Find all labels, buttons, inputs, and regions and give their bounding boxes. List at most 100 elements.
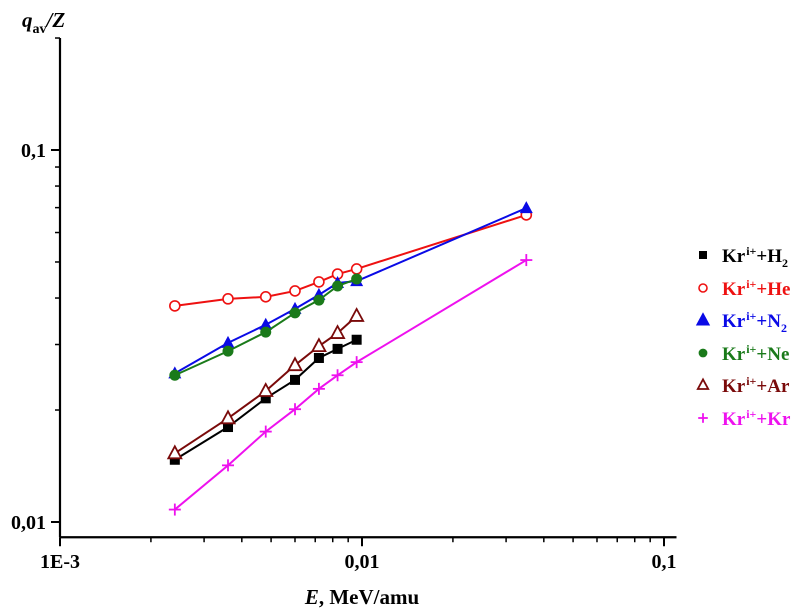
x-tick-label: 0,01 — [345, 551, 380, 573]
legend-target: +He — [756, 278, 791, 300]
legend-ion: Kr — [722, 408, 746, 430]
data-point — [222, 459, 235, 472]
legend-marker-shape — [699, 251, 707, 259]
series-5 — [168, 254, 533, 516]
legend-marker — [696, 377, 710, 390]
data-point — [351, 273, 363, 285]
legend-charge: i+ — [746, 341, 757, 356]
legend-item: Kri++Ar — [694, 368, 798, 401]
legend-target: +N — [756, 311, 781, 332]
legend: Kri++H2 Kri++He Kri++N2 Kri++Ne Kri++Ar Kri++… — [694, 238, 798, 433]
data-point — [312, 382, 325, 395]
data-point — [221, 335, 235, 348]
legend-marker — [695, 312, 711, 326]
legend-ion: Kr — [722, 278, 746, 300]
legend-marker — [698, 348, 708, 357]
legend-ion: Kr — [722, 311, 746, 332]
series-3 — [169, 273, 363, 381]
data-point — [290, 374, 301, 385]
x-axis-title-rest: , MeV/amu — [319, 585, 420, 609]
x-tick-label: 1E-3 — [40, 551, 80, 573]
data-point — [257, 382, 274, 397]
legend-marker-shape — [698, 282, 708, 293]
data-point — [169, 454, 180, 465]
series-4 — [166, 307, 365, 460]
data-point — [168, 503, 181, 516]
data-point — [331, 369, 344, 382]
data-point — [350, 356, 363, 369]
y-axis-title-tail: /Z — [45, 8, 66, 32]
data-point — [166, 444, 183, 460]
data-point — [223, 422, 234, 433]
legend-charge: i+ — [746, 309, 757, 323]
y-axis-title: qav/Z — [22, 8, 65, 37]
data-point — [289, 285, 301, 297]
legend-ion: Kr — [722, 246, 746, 267]
legend-target: +Kr — [756, 408, 791, 430]
legend-marker-shape — [698, 412, 708, 423]
legend-ion: Kr — [722, 343, 746, 365]
legend-item: Kri++Kr — [694, 401, 798, 434]
data-point — [351, 334, 362, 345]
legend-marker-shape — [698, 348, 708, 357]
legend-label: Kri++Kr — [722, 401, 790, 433]
legend-label: Kri++N2 — [722, 303, 787, 341]
data-point — [313, 276, 325, 288]
legend-marker-shape — [696, 377, 710, 390]
legend-marker-shape — [695, 312, 711, 326]
y-axis-title-sub: av — [33, 22, 47, 37]
legend-marker — [698, 282, 708, 293]
x-axis-title-italic: E — [304, 585, 319, 609]
y-axis-title-main: q — [22, 8, 33, 32]
y-tick-label: 0,01 — [11, 512, 46, 534]
legend-target: +H — [756, 246, 782, 267]
data-point — [313, 294, 325, 306]
y-tick-label: 0,1 — [21, 140, 46, 162]
data-point — [260, 393, 271, 404]
data-point — [169, 369, 181, 381]
data-point — [332, 280, 344, 292]
legend-target-sub: 2 — [780, 321, 787, 335]
axes: 1E-3 0,01 0,1 0,01 0,1 — [11, 37, 677, 573]
data-point — [259, 425, 272, 438]
legend-item: Kri++H2 — [694, 238, 798, 271]
legend-charge: i+ — [746, 406, 757, 421]
data-point — [519, 201, 533, 214]
data-point — [289, 307, 301, 319]
series-line — [174, 259, 527, 511]
data-point — [259, 317, 273, 330]
data-point — [520, 254, 533, 267]
legend-marker — [699, 251, 707, 259]
legend-charge: i+ — [746, 276, 757, 291]
legend-item: Kri++N2 — [694, 303, 798, 336]
data-point — [222, 293, 234, 305]
data-point — [329, 324, 346, 339]
data-point — [219, 409, 237, 425]
data-point — [222, 345, 234, 357]
legend-label: Kri++Ar — [722, 368, 789, 400]
data-point — [313, 352, 324, 363]
data-point — [259, 291, 272, 303]
legend-label: Kri++Ne — [722, 336, 789, 368]
data-point — [286, 356, 304, 372]
legend-target: +Ne — [756, 343, 790, 365]
legend-marker — [698, 412, 708, 423]
data-point — [332, 343, 343, 354]
legend-label: Kri++H2 — [722, 238, 788, 276]
x-tick-label: 0,1 — [652, 551, 677, 573]
legend-target: +Ar — [756, 376, 790, 397]
legend-charge: i+ — [746, 374, 757, 388]
legend-item: Kri++He — [694, 271, 798, 304]
legend-label: Kri++He — [722, 271, 790, 303]
legend-ion: Kr — [722, 376, 746, 397]
legend-target-sub: 2 — [782, 256, 788, 270]
data-point — [350, 263, 363, 275]
series-0 — [169, 334, 362, 465]
series-1 — [169, 209, 533, 312]
series-layer — [166, 201, 533, 516]
data-point — [260, 326, 272, 338]
legend-item: Kri++Ne — [694, 336, 798, 369]
data-point — [289, 403, 302, 416]
legend-charge: i+ — [746, 244, 757, 258]
